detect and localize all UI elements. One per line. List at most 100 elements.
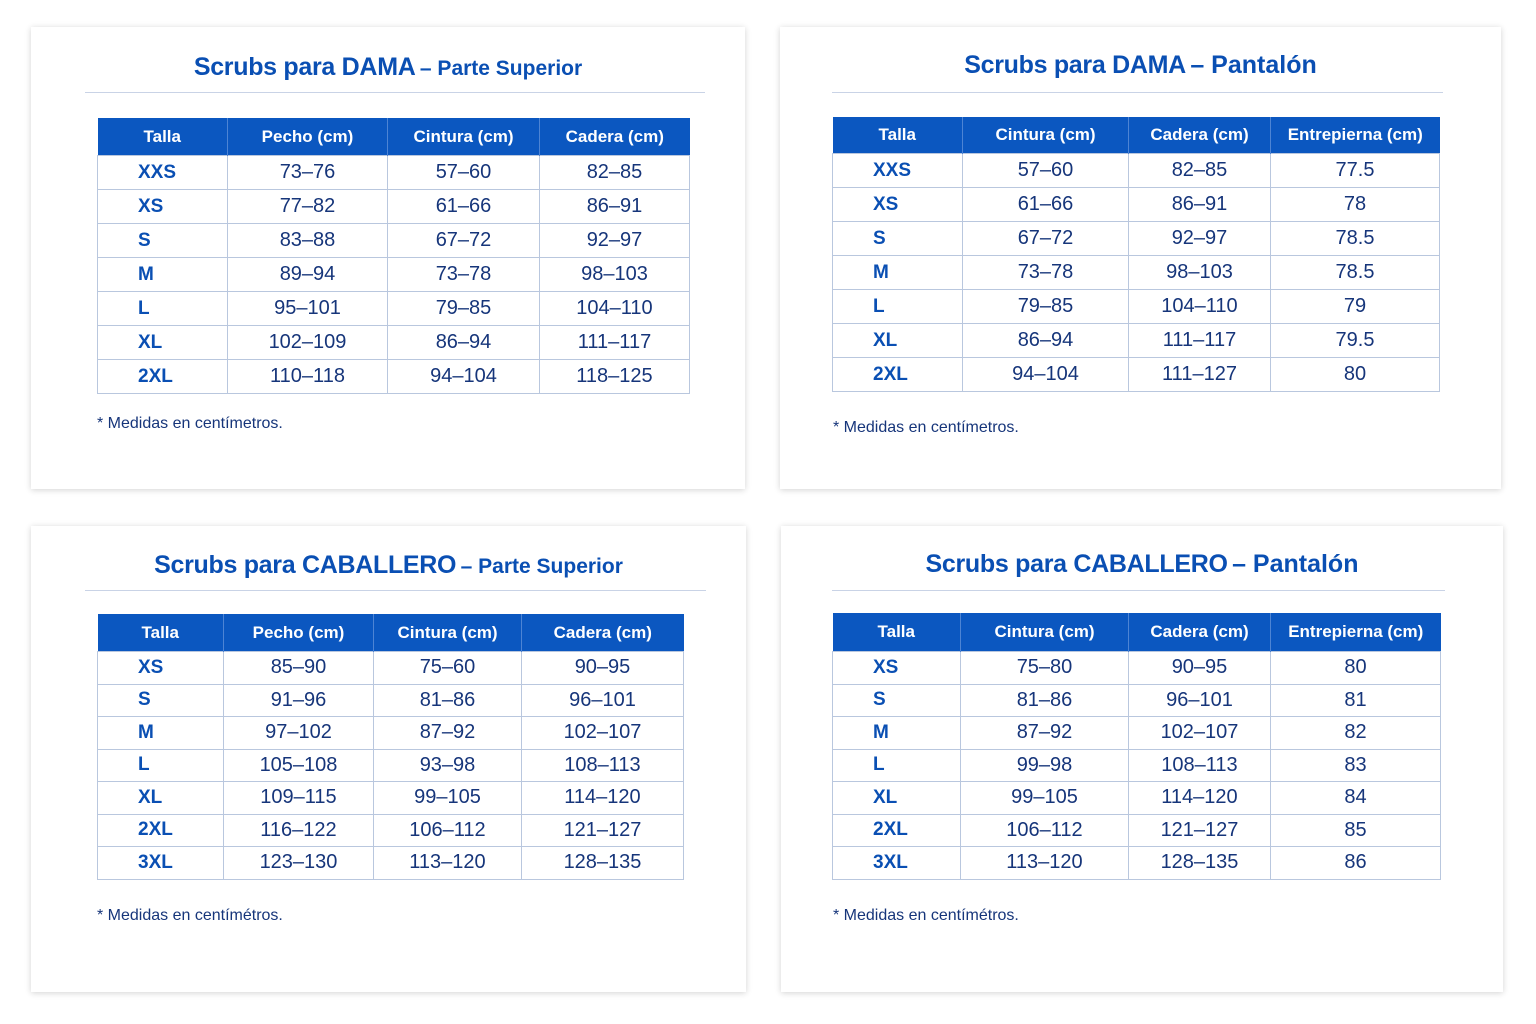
measure-cell: 67–72 [962, 221, 1129, 256]
measure-cell: 87–92 [960, 716, 1129, 750]
measure-cell: 94–104 [387, 359, 540, 394]
size-cell: XS [832, 187, 963, 222]
table-row: S 67–72 92–97 78.5 [832, 221, 1440, 256]
measure-cell: 73–78 [387, 257, 540, 292]
measure-cell: 121–127 [1128, 813, 1271, 847]
measure-cell: 82–85 [539, 155, 690, 190]
size-cell: 3XL [832, 846, 961, 880]
card-caballero-superior: Scrubs para CABALLERO – Parte Superior Ta… [31, 526, 746, 992]
measure-cell: 85–90 [223, 651, 374, 685]
measure-cell: 105–108 [223, 748, 374, 782]
table-row: XS 61–66 86–91 78 [832, 187, 1440, 222]
size-cell: 2XL [97, 813, 224, 847]
title-divider [85, 92, 705, 93]
column-header: Cintura (cm) [960, 613, 1129, 652]
table-row: 2XL 110–118 94–104 118–125 [97, 359, 690, 394]
table-row: S 91–96 81–86 96–101 [97, 683, 684, 717]
size-cell: 2XL [97, 359, 228, 394]
title-main: Scrubs para CABALLERO [925, 550, 1228, 578]
card-caballero-pantalon: Scrubs para CABALLERO – Pantalón Talla Cin… [781, 526, 1503, 992]
measure-cell: 96–101 [1128, 683, 1271, 717]
size-cell: M [97, 716, 224, 750]
footnote: * Medidas en centímétros. [833, 907, 1019, 924]
table-row: L 79–85 104–110 79 [832, 289, 1440, 324]
table-row: L 99–98 108–113 83 [832, 748, 1441, 782]
table-row: XXS 57–60 82–85 77.5 [832, 153, 1440, 188]
measure-cell: 78 [1270, 187, 1440, 222]
table-row: L 105–108 93–98 108–113 [97, 748, 684, 782]
measure-cell: 86–94 [962, 323, 1129, 358]
size-cell: 2XL [832, 813, 961, 847]
table-header-row: Talla Cintura (cm) Cadera (cm) Entrepierna … [832, 613, 1441, 652]
size-table: Talla Pecho (cm) Cintura (cm) Cadera (cm) XS… [97, 614, 684, 880]
column-header: Cintura (cm) [373, 614, 522, 652]
measure-cell: 75–80 [960, 651, 1129, 685]
table-header-row: Talla Pecho (cm) Cintura (cm) Cadera (cm) [97, 614, 684, 652]
table-row: XL 86–94 111–117 79.5 [832, 323, 1440, 358]
measure-cell: 61–66 [387, 189, 540, 224]
title-divider [832, 590, 1445, 591]
measure-cell: 94–104 [962, 357, 1129, 392]
size-cell: XL [97, 325, 228, 360]
measure-cell: 99–98 [960, 748, 1129, 782]
table-row: 2XL 116–122 106–112 121–127 [97, 813, 684, 847]
size-cell: S [97, 683, 224, 717]
table-row: M 87–92 102–107 82 [832, 716, 1441, 750]
measure-cell: 90–95 [1128, 651, 1271, 685]
card-title: Scrubs para DAMA – Pantalón [780, 51, 1501, 80]
table-row: XS 77–82 61–66 86–91 [97, 189, 690, 224]
measure-cell: 73–76 [227, 155, 388, 190]
measure-cell: 84 [1270, 781, 1441, 815]
title-sub: – Parte Superior [419, 57, 583, 80]
measure-cell: 108–113 [1128, 748, 1271, 782]
measure-cell: 80 [1270, 357, 1440, 392]
measure-cell: 106–112 [960, 813, 1129, 847]
measure-cell: 114–120 [1128, 781, 1271, 815]
measure-cell: 87–92 [373, 716, 522, 750]
measure-cell: 89–94 [227, 257, 388, 292]
measure-cell: 80 [1270, 651, 1441, 685]
size-cell: XXS [97, 155, 228, 190]
size-table: Talla Cintura (cm) Cadera (cm) Entrepierna … [832, 117, 1440, 392]
title-divider [85, 590, 706, 591]
table-row: XXS 73–76 57–60 82–85 [97, 155, 690, 190]
column-header: Talla [832, 117, 963, 154]
card-title: Scrubs para CABALLERO – Parte Superior [31, 551, 746, 580]
measure-cell: 79–85 [962, 289, 1129, 324]
column-header: Cadera (cm) [1128, 613, 1271, 652]
table-row: XS 75–80 90–95 80 [832, 651, 1441, 685]
table-row: L 95–101 79–85 104–110 [97, 291, 690, 326]
title-divider [832, 92, 1443, 93]
table-row: XL 102–109 86–94 111–117 [97, 325, 690, 360]
size-cell: XL [832, 323, 963, 358]
footnote: * Medidas en centímetros. [97, 415, 283, 432]
measure-cell: 104–110 [539, 291, 690, 326]
measure-cell: 99–105 [960, 781, 1129, 815]
measure-cell: 104–110 [1128, 289, 1271, 324]
table-row: S 81–86 96–101 81 [832, 683, 1441, 717]
measure-cell: 91–96 [223, 683, 374, 717]
measure-cell: 113–120 [373, 846, 522, 880]
measure-cell: 92–97 [539, 223, 690, 258]
measure-cell: 86–91 [539, 189, 690, 224]
measure-cell: 82 [1270, 716, 1441, 750]
measure-cell: 109–115 [223, 781, 374, 815]
title-main: Scrubs para DAMA [964, 51, 1186, 79]
measure-cell: 110–118 [227, 359, 388, 394]
measure-cell: 79 [1270, 289, 1440, 324]
table-row: 2XL 106–112 121–127 85 [832, 813, 1441, 847]
table-row: M 73–78 98–103 78.5 [832, 255, 1440, 290]
measure-cell: 77–82 [227, 189, 388, 224]
measure-cell: 90–95 [521, 651, 684, 685]
size-cell: S [832, 683, 961, 717]
measure-cell: 128–135 [521, 846, 684, 880]
measure-cell: 78.5 [1270, 221, 1440, 256]
column-header: Cintura (cm) [962, 117, 1129, 154]
title-sub: – Pantalón [1190, 51, 1317, 79]
title-sub: – Pantalón [1232, 550, 1359, 578]
measure-cell: 81 [1270, 683, 1441, 717]
card-title: Scrubs para DAMA – Parte Superior [31, 53, 745, 82]
measure-cell: 83–88 [227, 223, 388, 258]
footnote: * Medidas en centímetros. [833, 419, 1019, 436]
size-table: Talla Pecho (cm) Cintura (cm) Cadera (cm) XX… [97, 118, 690, 394]
